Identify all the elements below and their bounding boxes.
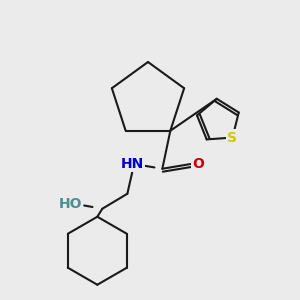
Text: S: S	[227, 130, 238, 145]
Text: O: O	[192, 157, 204, 171]
Text: HO: HO	[58, 197, 82, 211]
Text: HN: HN	[121, 157, 144, 171]
